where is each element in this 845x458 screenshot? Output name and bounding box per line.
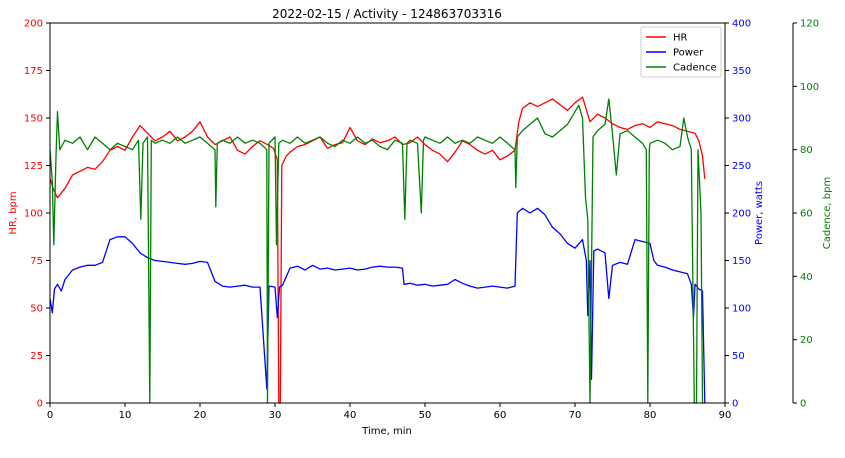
hr-tick-label: 100 — [24, 209, 43, 220]
power-tick-label: 150 — [732, 256, 751, 267]
hr-tick-label: 175 — [24, 66, 43, 77]
legend-label-power: Power — [673, 48, 704, 59]
power-tick-label: 50 — [732, 351, 745, 362]
power-series-line — [50, 207, 706, 404]
hr-axis-label: HR, bpm — [8, 191, 19, 234]
power-tick-label: 350 — [732, 66, 751, 77]
cadence-tick-label: 20 — [800, 335, 813, 346]
hr-tick-label: 125 — [24, 161, 43, 172]
legend-box — [640, 26, 722, 78]
legend-label-cadence: Cadence — [673, 63, 717, 74]
power-axis-label: Power, watts — [754, 181, 765, 245]
power-tick-label: 100 — [732, 304, 751, 315]
cadence-tick-label: 40 — [800, 272, 813, 283]
hr-tick-label: 0 — [37, 399, 43, 410]
x-tick-label: 0 — [47, 410, 53, 421]
cadence-tick-label: 80 — [800, 145, 813, 156]
legend: HR Power Cadence — [640, 26, 722, 78]
hr-tick-label: 150 — [24, 114, 43, 125]
legend-label-hr: HR — [673, 33, 688, 44]
x-tick-label: 50 — [419, 410, 432, 421]
x-tick-label: 80 — [644, 410, 657, 421]
x-axis-label: Time, min — [361, 426, 412, 437]
power-tick-label: 250 — [732, 161, 751, 172]
cadence-tick-label: 120 — [800, 19, 819, 30]
cadence-tick-label: 60 — [800, 209, 813, 220]
axes-layer: 0 10 20 30 40 50 60 70 80 90025507510012515017520… — [24, 19, 819, 422]
hr-tick-label: 75 — [30, 256, 43, 267]
cadence-series-line — [50, 98, 705, 404]
series-layer — [50, 96, 706, 404]
x-tick-label: 20 — [194, 410, 207, 421]
power-tick-label: 300 — [732, 114, 751, 125]
x-tick-label: 40 — [344, 410, 357, 421]
cadence-tick-label: 100 — [800, 82, 819, 93]
hr-tick-label: 200 — [24, 19, 43, 30]
power-tick-label: 0 — [732, 399, 738, 410]
cadence-axis-label: Cadence, bpm — [822, 177, 833, 249]
hr-tick-label: 25 — [30, 351, 43, 362]
power-tick-label: 200 — [732, 209, 751, 220]
x-tick-label: 90 — [719, 410, 732, 421]
x-tick-label: 30 — [269, 410, 282, 421]
chart-title: 2022-02-15 / Activity - 124863703316 — [272, 7, 502, 21]
x-tick-label: 60 — [494, 410, 507, 421]
hr-tick-label: 50 — [30, 304, 43, 315]
power-tick-label: 400 — [732, 19, 751, 30]
cadence-tick-label: 0 — [800, 399, 806, 410]
x-tick-label: 10 — [119, 410, 132, 421]
x-tick-label: 70 — [569, 410, 582, 421]
